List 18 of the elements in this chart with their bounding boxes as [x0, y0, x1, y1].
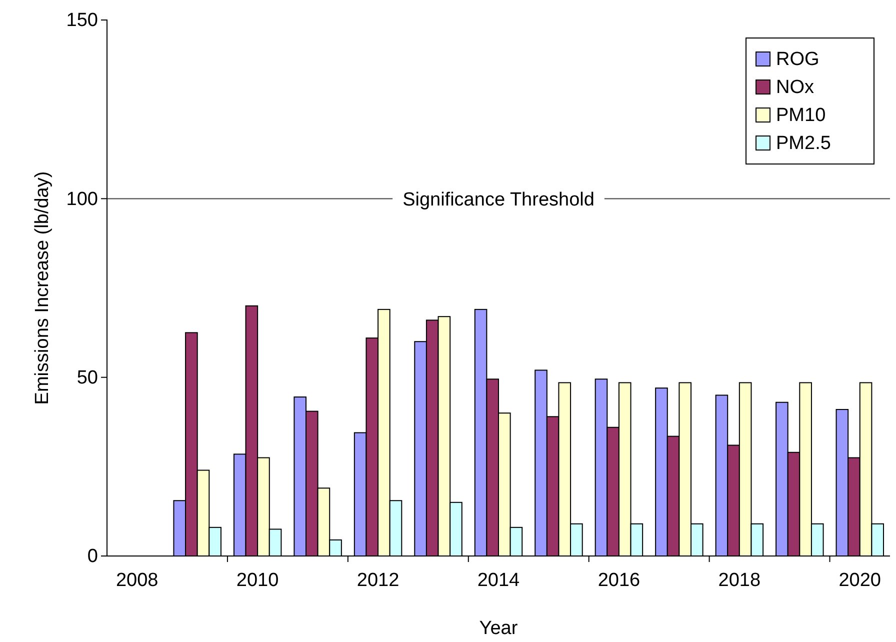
y-tick-label: 0	[87, 546, 98, 568]
y-tick-label: 100	[66, 188, 98, 210]
legend-label: PM10	[776, 105, 826, 126]
y-tick-label: 50	[76, 367, 98, 388]
x-tick-label: 2010	[236, 570, 279, 591]
x-tick-label: 2008	[116, 570, 158, 591]
x-axis-title: Year	[479, 618, 518, 639]
y-axis-title: Emissions Increase (lb/day)	[32, 171, 53, 405]
x-tick-label: 2012	[356, 570, 400, 591]
x-tick-label: 2014	[477, 570, 520, 591]
x-tick-label: 2018	[718, 570, 761, 591]
x-tick-label: 2020	[838, 570, 882, 591]
legend-label: PM2.5	[776, 133, 831, 154]
y-tick-label: 150	[66, 10, 98, 32]
ref-line-label: Significance Threshold	[402, 189, 594, 210]
legend-label: ROG	[776, 49, 820, 70]
legend-label: NOx	[776, 77, 814, 98]
x-tick-label: 2016	[598, 570, 640, 591]
